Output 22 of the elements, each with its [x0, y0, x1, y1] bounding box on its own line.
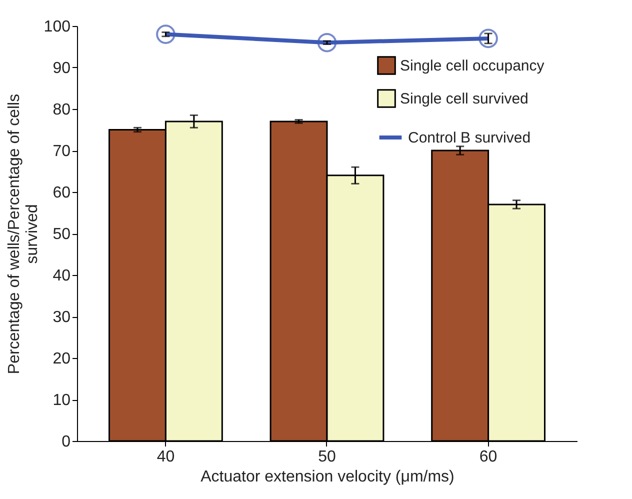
point — [317, 32, 337, 52]
x-axis-title: Actuator extension velocity (μm/ms) — [200, 468, 454, 486]
y-tick-label: 80 — [52, 102, 71, 118]
x-tick-label: 50 — [318, 448, 336, 466]
y-tick-label: 10 — [52, 392, 71, 409]
y-tick-label: 90 — [52, 60, 71, 77]
point — [156, 24, 176, 44]
y-tick-label: 100 — [44, 18, 71, 36]
x-tick-label: 60 — [479, 448, 498, 466]
y-tick-label: 40 — [52, 268, 71, 284]
y-tick-label: 30 — [52, 309, 71, 326]
y-tick-label: 70 — [52, 143, 71, 160]
y-tick-label: 20 — [52, 350, 71, 368]
y-axis-title: Percentage of wells/Percentage of cells survived — [6, 94, 41, 374]
legend-label: Single cell survived — [400, 90, 528, 108]
x-tick-label: 40 — [156, 448, 175, 466]
point — [478, 28, 498, 48]
y-tick-label: 60 — [52, 184, 71, 202]
legend-label: Single cell occupancy — [400, 58, 545, 74]
legend-label: Control B survived — [408, 130, 531, 146]
y-tick-label: 0 — [62, 434, 71, 450]
y-tick-label: 50 — [52, 226, 71, 243]
